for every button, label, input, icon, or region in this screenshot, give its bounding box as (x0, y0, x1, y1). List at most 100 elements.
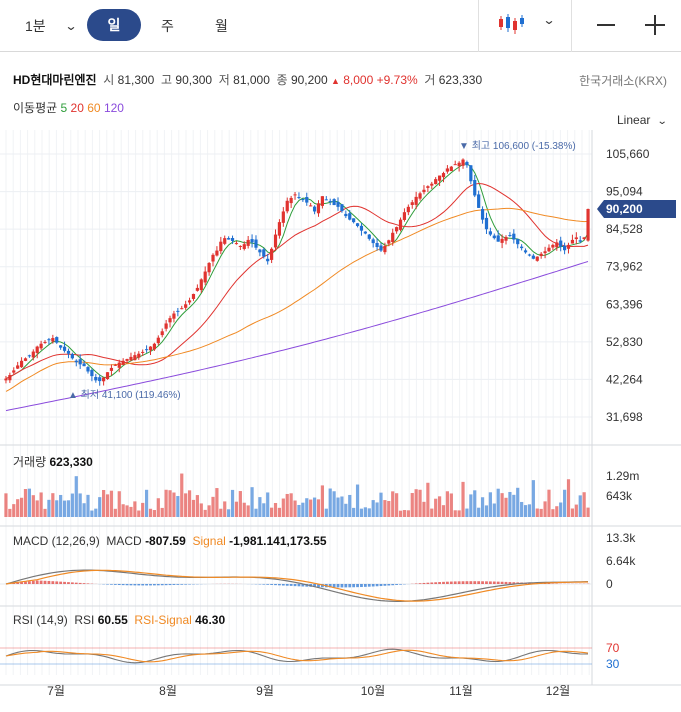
current-price-label: 90,200 (606, 202, 643, 216)
macd-histogram-bar (449, 581, 453, 584)
volume-bar (4, 493, 8, 517)
macd-histogram-bar (121, 584, 125, 586)
exchange-name: 한국거래소(KRX) (579, 74, 667, 88)
candle-body (395, 227, 399, 232)
candlestick-chart-type-icon[interactable] (497, 12, 525, 41)
candle-body (16, 365, 20, 369)
candle-body (144, 349, 149, 351)
volume-bar (453, 510, 457, 517)
candle-body (215, 250, 219, 256)
zoom-out-icon[interactable] (597, 24, 615, 26)
interval-select[interactable]: 1분 ⌄ (25, 16, 77, 36)
candle-body (531, 255, 535, 259)
open-value: 81,300 (117, 73, 155, 87)
volume-bar (47, 499, 51, 517)
tab-day[interactable]: 일 (87, 9, 141, 41)
candle-body (383, 245, 387, 253)
macd-histogram-bar (301, 584, 305, 587)
candle-body (98, 377, 102, 382)
volume-panel-value: 623,330 (49, 455, 93, 469)
volume-bar (191, 499, 196, 517)
volume-bar (35, 500, 39, 517)
volume-bar (516, 487, 520, 517)
candle-body (379, 245, 383, 251)
candle-body (66, 350, 71, 354)
macd-histogram-bar (281, 584, 285, 586)
candle-body (469, 165, 473, 182)
volume-bar (141, 502, 145, 517)
scale-mode-select[interactable]: Linear ⌄ (617, 113, 667, 127)
macd-histogram-bar (164, 584, 168, 586)
volume-bar (105, 494, 110, 517)
candle-body (465, 161, 469, 166)
candle-body (523, 250, 528, 253)
candle-body (520, 246, 524, 249)
macd-histogram-bar (156, 584, 160, 586)
volume-bar (223, 501, 227, 517)
tab-month[interactable]: 월 (215, 18, 228, 34)
volume-bar (348, 494, 352, 517)
macd-histogram-bar (270, 584, 274, 585)
volume-bar (465, 508, 469, 517)
close-label: 종 (276, 73, 288, 87)
candle-body (574, 237, 578, 240)
volume-bar (469, 494, 473, 517)
macd-histogram-bar (461, 581, 465, 584)
volume-bar (461, 481, 465, 517)
candle-body (570, 239, 575, 244)
rsi-signal-label: RSI-Signal (134, 613, 192, 627)
month-axis-label: 7월 (47, 684, 65, 698)
chart-type-chevron-icon[interactable]: ⌄ (542, 13, 556, 27)
volume-bar (473, 490, 477, 517)
candle-body (250, 239, 254, 243)
volume-bar (535, 508, 539, 517)
candle-body (293, 194, 297, 196)
candle-body (512, 233, 516, 240)
candle-body (344, 213, 348, 217)
month-axis-label: 9월 (256, 684, 274, 698)
macd-histogram-bar (434, 582, 438, 584)
volume-bar (312, 497, 317, 517)
volume-bar (148, 508, 153, 517)
candle-body (297, 197, 301, 199)
macd-histogram-bar (43, 580, 47, 584)
volume-bar (426, 482, 430, 517)
ma-line-5 (5, 163, 589, 380)
volume-bar (566, 479, 571, 517)
volume-bar (488, 492, 492, 517)
candle-body (148, 346, 153, 351)
ohlc-info: HD현대마린엔진 시 81,300 고 90,300 저 81,000 종 90… (13, 71, 482, 88)
macd-value: -807.59 (145, 534, 186, 548)
candle-body (527, 254, 532, 256)
volume-bar (62, 500, 67, 517)
volume-bar (477, 507, 481, 517)
macd-histogram-bar (110, 584, 113, 585)
macd-histogram-bar (39, 580, 43, 584)
candle-body (367, 234, 371, 239)
volume-bar (574, 504, 578, 517)
macd-histogram-bar (328, 584, 332, 588)
volume-bar (449, 493, 453, 517)
tab-week[interactable]: 주 (161, 18, 174, 34)
macd-histogram-bar (465, 581, 469, 584)
stock-chart[interactable]: 105,660 95,094 84,528 73,962 63,396 52,830 42,… (0, 130, 681, 712)
candle-body (441, 173, 446, 178)
candle-body (477, 194, 481, 208)
volume-bar (293, 500, 297, 517)
candle-body (500, 238, 504, 243)
candle-body (312, 206, 317, 212)
candle-body (484, 217, 489, 230)
macd-histogram-bar (336, 584, 340, 588)
high-label: 고 (161, 73, 173, 87)
price-axis-label: 52,830 (606, 335, 643, 349)
candle-body (109, 367, 114, 371)
macd-histogram-bar (356, 584, 359, 588)
volume-bar (70, 493, 74, 517)
volume-bar (512, 494, 516, 517)
candle-body (320, 196, 324, 206)
zoom-in-icon[interactable] (645, 15, 665, 35)
volume-bar (16, 499, 20, 517)
volume-bar (184, 493, 188, 517)
volume-bar (367, 508, 371, 517)
candle-body (31, 351, 35, 358)
